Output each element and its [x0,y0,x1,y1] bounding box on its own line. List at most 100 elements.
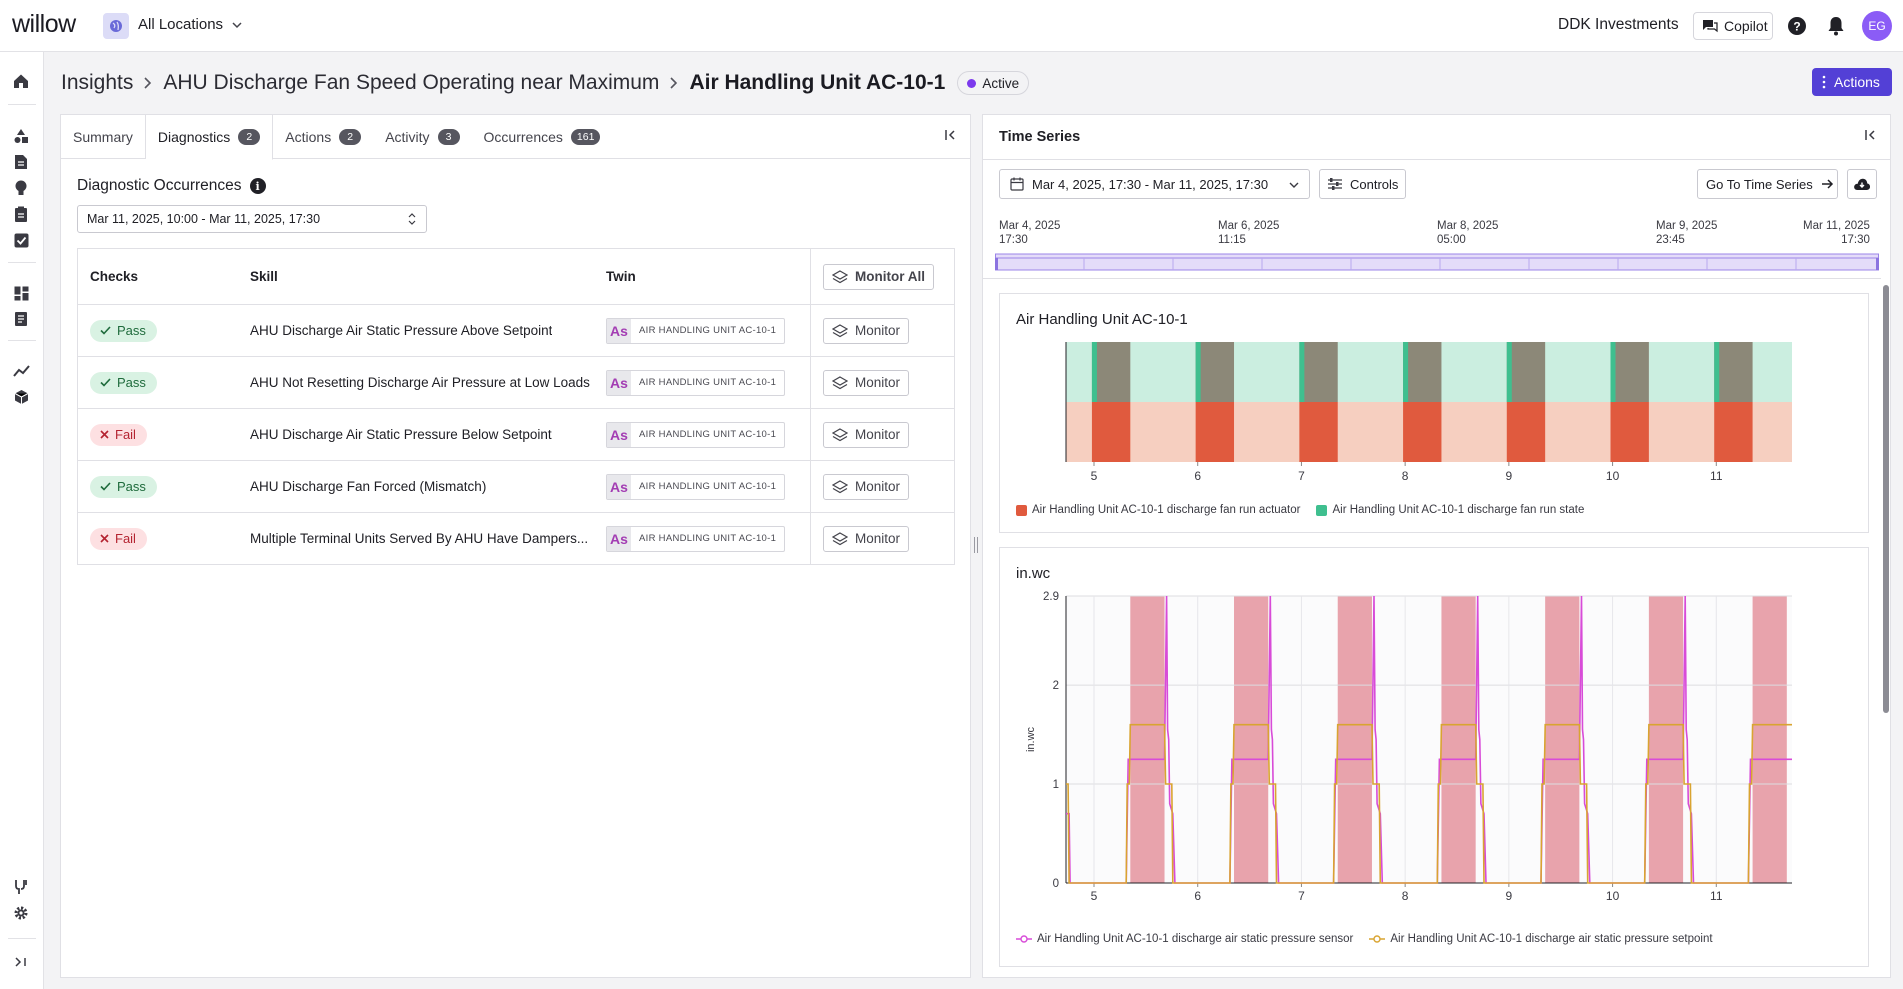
tab-actions[interactable]: Actions 2 [273,115,373,159]
trend-line-icon[interactable] [11,361,31,381]
diagnostics-panel: Summary Diagnostics 2 Actions 2 Activity 3 … [60,114,971,978]
actions-button[interactable]: Actions [1812,68,1892,96]
info-icon[interactable]: i [249,178,266,194]
twin-chip[interactable]: As AIR HANDLING UNIT AC-10-1 [606,317,786,344]
dashboard-icon[interactable] [11,283,31,303]
go-to-time-series-button[interactable]: Go To Time Series [1697,169,1838,199]
lightbulb-icon[interactable] [11,178,31,198]
actuator-on-segment [1403,402,1442,462]
twin-cell: As AIR HANDLING UNIT AC-10-1 [606,305,786,356]
layers-icon [832,269,848,283]
controls-button[interactable]: Controls [1319,169,1406,199]
globe-icon[interactable] [103,13,129,39]
shapes-icon[interactable] [11,126,31,146]
home-icon[interactable] [11,71,31,91]
monitor-button[interactable]: Monitor [823,421,910,448]
y-tick-label: 1 [1053,779,1059,791]
twin-initials: As [607,474,631,499]
gear-icon[interactable] [11,903,31,923]
page-title: Air Handling Unit AC-10-1 [689,71,946,94]
check-label: Pass [117,375,146,390]
table-row[interactable]: Fail Multiple Terminal Units Served By AH… [78,513,954,565]
legend-item[interactable]: Air Handling Unit AC-10-1 discharge fan … [1316,504,1584,516]
run-state-on-segment [1610,342,1649,402]
check-icon [100,326,111,335]
table-row[interactable]: Fail AHU Discharge Air Static Pressure Be… [78,409,954,461]
cube-icon[interactable] [11,387,31,407]
clipboard-icon[interactable] [11,204,31,224]
chart-title: in.wc [1016,565,1051,582]
twin-chip[interactable]: As AIR HANDLING UNIT AC-10-1 [606,421,786,448]
twin-chip[interactable]: As AIR HANDLING UNIT AC-10-1 [606,525,786,552]
run-state-on-segment [1506,342,1546,402]
fail-band [1441,596,1476,883]
timeline-brush[interactable] [995,253,1879,271]
collapse-panel-icon[interactable] [1864,129,1876,141]
run-state-edge [1506,342,1512,402]
date-range-value: Mar 11, 2025, 10:00 - Mar 11, 2025, 17:3… [87,212,321,226]
timeline-label: Mar 6, 2025 11:15 [1218,219,1279,247]
breadcrumb-insights[interactable]: Insights [61,71,134,94]
copilot-button[interactable]: Copilot [1693,12,1773,40]
table-row[interactable]: Pass AHU Discharge Fan Forced (Mismatch) A… [78,461,954,513]
x-tick-label: 9 [1506,469,1513,483]
checkbox-icon[interactable] [11,230,31,250]
twin-chip[interactable]: As AIR HANDLING UNIT AC-10-1 [606,369,786,396]
tab-summary[interactable]: Summary [61,115,146,159]
legend-item[interactable]: Air Handling Unit AC-10-1 discharge air … [1016,933,1353,945]
tab-bar: Summary Diagnostics 2 Actions 2 Activity 3 … [61,115,970,160]
legend-label: Air Handling Unit AC-10-1 discharge air … [1037,933,1354,945]
twin-name: AIR HANDLING UNIT AC-10-1 [639,533,777,544]
y-axis-label: in.wc [1025,726,1037,752]
occurrence-date-select[interactable]: Mar 11, 2025, 10:00 - Mar 11, 2025, 17:3… [77,205,427,233]
expand-rail-icon[interactable] [11,952,31,972]
table-row[interactable]: Pass AHU Not Resetting Discharge Air Pres… [78,357,954,409]
twin-chip[interactable]: As AIR HANDLING UNIT AC-10-1 [606,473,786,500]
monitor-all-label: Monitor All [855,269,925,284]
monitor-all-button[interactable]: Monitor All [823,263,934,290]
tab-diagnostics[interactable]: Diagnostics 2 [145,115,274,160]
run-state-chart[interactable]: 5 6 7 8 9 10 11 [1000,294,1868,532]
diagnostics-table: Checks Skill Twin Monitor All Pass AHU Di… [77,248,955,565]
help-icon[interactable]: ? [1787,16,1807,36]
location-selector[interactable]: All Locations [138,16,224,33]
check-label: Fail [115,531,136,546]
willow-logo[interactable]: willow [12,10,76,38]
bell-icon[interactable] [1827,16,1845,36]
x-tick-label: 5 [1091,889,1098,903]
series-line [1066,723,1792,884]
actuator-on-segment [1714,402,1753,462]
tab-label: Summary [73,129,133,145]
document-icon[interactable] [11,152,31,172]
breadcrumb-insight[interactable]: AHU Discharge Fan Speed Operating near M… [163,71,660,94]
timeline-time: 11:15 [1218,234,1246,246]
legend-item[interactable]: Air Handling Unit AC-10-1 discharge fan … [1016,504,1300,516]
monitor-button[interactable]: Monitor [823,369,910,396]
legend-item[interactable]: Air Handling Unit AC-10-1 discharge air … [1369,933,1713,945]
plug-icon[interactable] [11,877,31,897]
monitor-button[interactable]: Monitor [823,525,910,552]
x-tick-label: 6 [1194,889,1201,903]
monitor-button[interactable]: Monitor [823,473,910,500]
run-state-on-segment [1091,342,1131,402]
tab-occurrences[interactable]: Occurrences 161 [472,115,613,159]
tab-activity[interactable]: Activity 3 [373,115,471,159]
monitor-button[interactable]: Monitor [823,317,910,344]
chevron-down-icon[interactable] [231,19,243,31]
skill-cell: AHU Not Resetting Discharge Air Pressure… [250,357,595,408]
check-status-pill: Pass [90,475,157,498]
time-range-select[interactable]: Mar 4, 2025, 17:30 - Mar 11, 2025, 17:30 [999,169,1310,199]
panel-resize-handle[interactable] [973,537,979,553]
actuator-on-segment [1299,402,1338,462]
report-icon[interactable] [11,309,31,329]
run-state-on-segment [1403,342,1442,402]
twin-initials: As [607,318,631,343]
avatar[interactable]: EG [1862,11,1892,41]
timeline-time: 05:00 [1437,234,1466,246]
actuator-on-segment [1195,402,1235,462]
collapse-panel-icon[interactable] [944,129,956,141]
table-row[interactable]: Pass AHU Discharge Air Static Pressure Ab… [78,305,954,357]
pressure-chart[interactable]: 0 1 2 2.9 5 6 7 8 9 10 11 in.wc [1000,548,1868,966]
cloud-download-icon[interactable] [1847,169,1877,199]
scrollbar-thumb[interactable] [1883,285,1889,713]
